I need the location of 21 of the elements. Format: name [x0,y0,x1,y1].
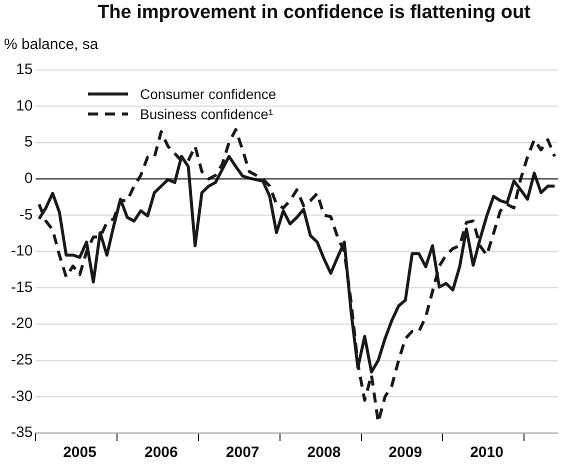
y-tick-label: 15 [16,61,33,78]
y-tick-label: -15 [10,278,33,296]
y-tick-label: 0 [24,170,33,188]
y-tick-label: -10 [10,242,33,260]
y-tick-label: -30 [10,388,33,405]
chart-title: The improvement in confidence is flattening out [96,2,532,24]
y-axis-title: % balance, sa [4,36,98,53]
x-tick-label: 2010 [470,444,504,462]
y-tick-label: -35 [10,424,33,442]
x-tick-label: 2008 [307,444,341,462]
legend-label: Consumer confidence [140,86,276,102]
x-tick-label: 2007 [226,444,260,462]
y-tick-label: -5 [19,206,33,224]
x-tick-label: 2009 [388,444,422,462]
y-tick-label: 5 [24,134,33,151]
y-tick-label: -25 [10,352,33,369]
x-tick-label: 2006 [144,444,178,462]
legend-label: Business confidence¹ [140,106,274,122]
x-tick-label: 2005 [63,444,96,462]
y-tick-label: -20 [10,315,33,332]
y-tick-label: 10 [16,97,33,114]
